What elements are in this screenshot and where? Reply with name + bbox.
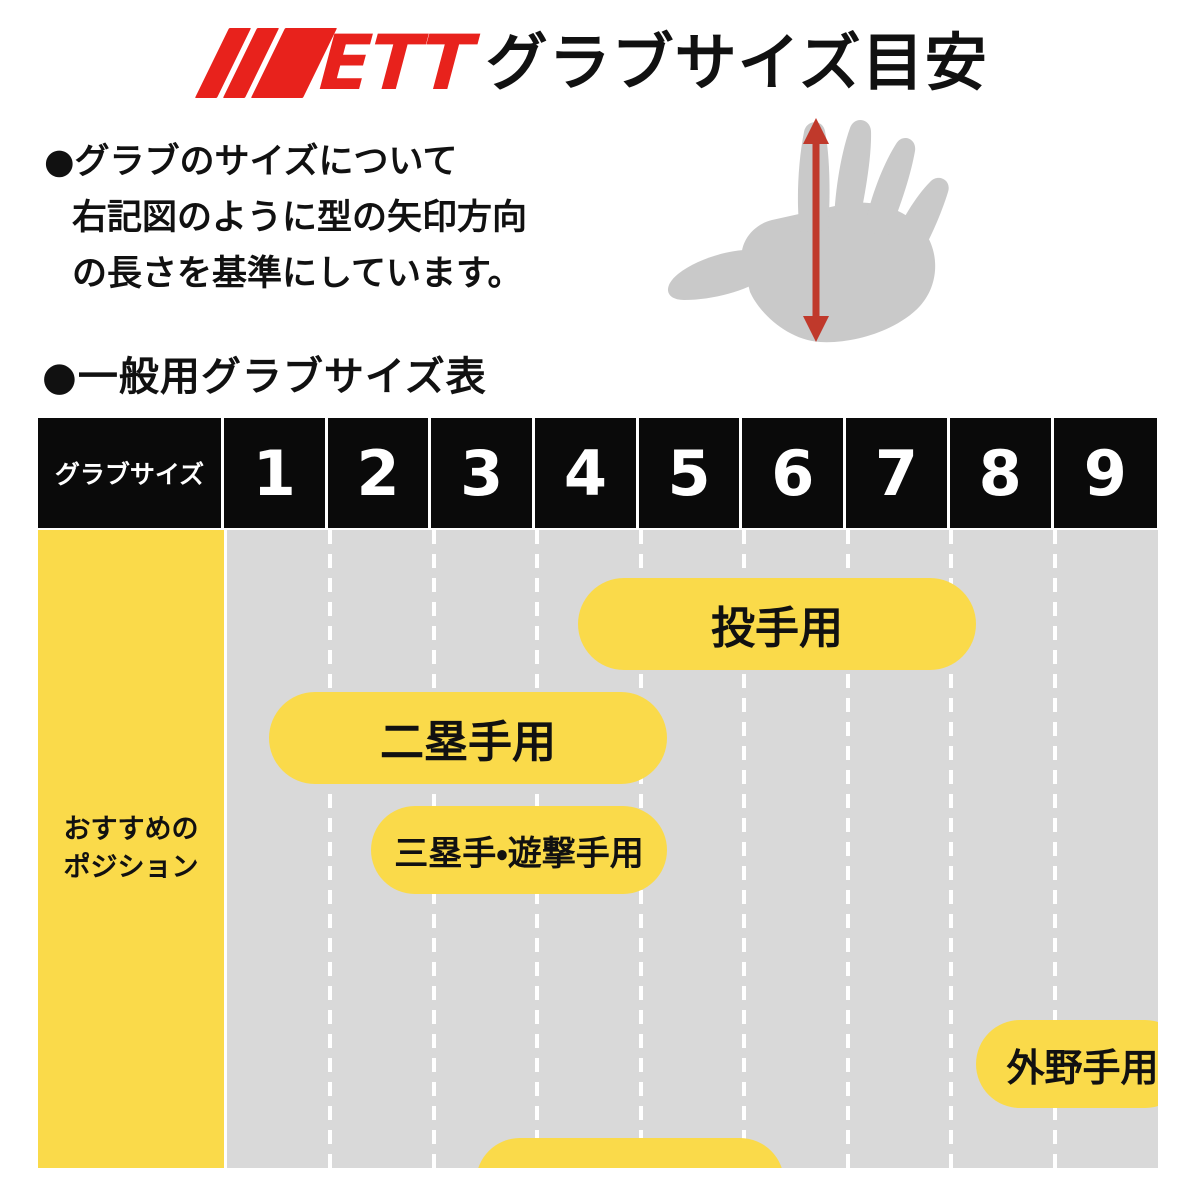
table-header-size-8: 8 xyxy=(949,418,1054,528)
grid-divider-8 xyxy=(1053,530,1057,1168)
table-header-size-3: 3 xyxy=(431,418,536,528)
position-grid-area: 投手用 二塁手用 三塁手・遊撃手用 外野手用 オールラウンド用 xyxy=(227,530,1158,1168)
row-label-line-2: ポジション xyxy=(63,852,199,883)
table-header-size-7: 7 xyxy=(846,418,950,528)
intro-line-2: 右記図のように型の矢印方向 xyxy=(72,198,528,238)
grid-divider-7 xyxy=(949,530,953,1168)
table-header-size-4: 4 xyxy=(535,418,639,528)
page-header: ETT グラブサイズ目安 xyxy=(0,0,1200,126)
double-headed-vertical-arrow-icon xyxy=(803,118,829,342)
brand-wordmark: ETT xyxy=(317,18,475,107)
table-header-row: グラブサイズ 1 2 3 4 5 6 7 8 9 xyxy=(38,418,1158,528)
position-pill-allround: オールラウンド用 xyxy=(476,1138,784,1168)
table-header-size-9: 9 xyxy=(1053,418,1158,528)
intro-line-1: ●グラブのサイズについて xyxy=(44,142,458,182)
position-pill-third-short: 三塁手・遊撃手用 xyxy=(371,806,667,894)
glove-size-table: グラブサイズ 1 2 3 4 5 6 7 8 9 おすすめの ポジション 投手用… xyxy=(38,418,1158,1168)
page-title: グラブサイズ目安 xyxy=(485,26,988,99)
grid-divider-1 xyxy=(328,530,332,1168)
table-header-size-1: 1 xyxy=(224,418,328,528)
table-header-size-6: 6 xyxy=(742,418,847,528)
size-table-heading: ●一般用グラブサイズ表 xyxy=(42,354,487,400)
grid-divider-5 xyxy=(742,530,746,1168)
grid-divider-6 xyxy=(846,530,850,1168)
zett-brand-logo: ETT xyxy=(195,18,475,107)
row-label-line-1: おすすめの xyxy=(63,814,199,845)
table-header-size-2: 2 xyxy=(327,418,432,528)
recommended-position-row-label: おすすめの ポジション xyxy=(38,530,224,1168)
intro-text-block: ●グラブのサイズについて 右記図のように型の矢印方向 の長さを基準にしています。 xyxy=(44,134,644,302)
glove-measurement-diagram xyxy=(648,100,978,350)
hand-silhouette-icon xyxy=(667,118,949,343)
position-pill-second-base: 二塁手用 xyxy=(269,692,667,784)
zett-z-stripes-icon xyxy=(195,28,338,98)
table-header-label-cell: グラブサイズ xyxy=(38,418,224,528)
table-header-size-5: 5 xyxy=(638,418,743,528)
intro-line-3: の長さを基準にしています。 xyxy=(72,254,523,294)
position-pill-outfield: 外野手用 xyxy=(976,1020,1158,1108)
position-pill-pitcher: 投手用 xyxy=(578,578,976,670)
table-body: おすすめの ポジション 投手用 二塁手用 三塁手・遊撃手用 外野手用 オールラウ… xyxy=(38,530,1158,1168)
